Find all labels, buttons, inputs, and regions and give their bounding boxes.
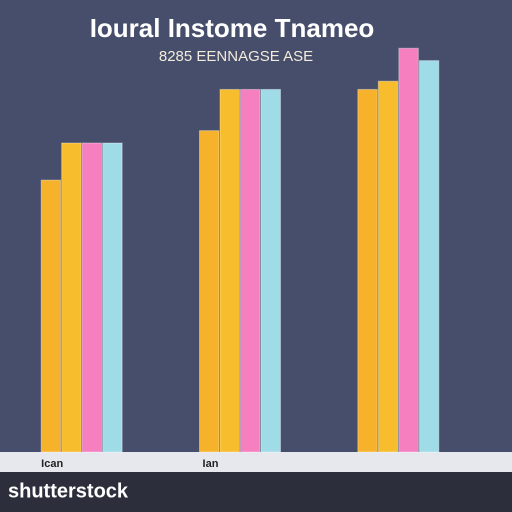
x-tick-label: Ican (41, 458, 63, 470)
bar (398, 47, 419, 453)
bar (260, 88, 281, 453)
bar (81, 142, 103, 453)
bar (357, 88, 378, 453)
footer-bar (0, 472, 512, 512)
baseline-strip (0, 452, 512, 472)
watermark: shutterstock (8, 480, 129, 502)
bar (40, 179, 62, 453)
bar (61, 142, 82, 453)
bar (102, 142, 123, 453)
bar (377, 80, 399, 453)
chart-title: Ioural Instome Tnameo (90, 13, 375, 43)
bar (418, 60, 440, 453)
x-tick-label: Ian (203, 458, 219, 470)
chart-subtitle: 8285 EENNAGSE ASE (159, 48, 313, 65)
bar (240, 88, 261, 453)
bar (199, 130, 220, 453)
bar (219, 88, 240, 453)
